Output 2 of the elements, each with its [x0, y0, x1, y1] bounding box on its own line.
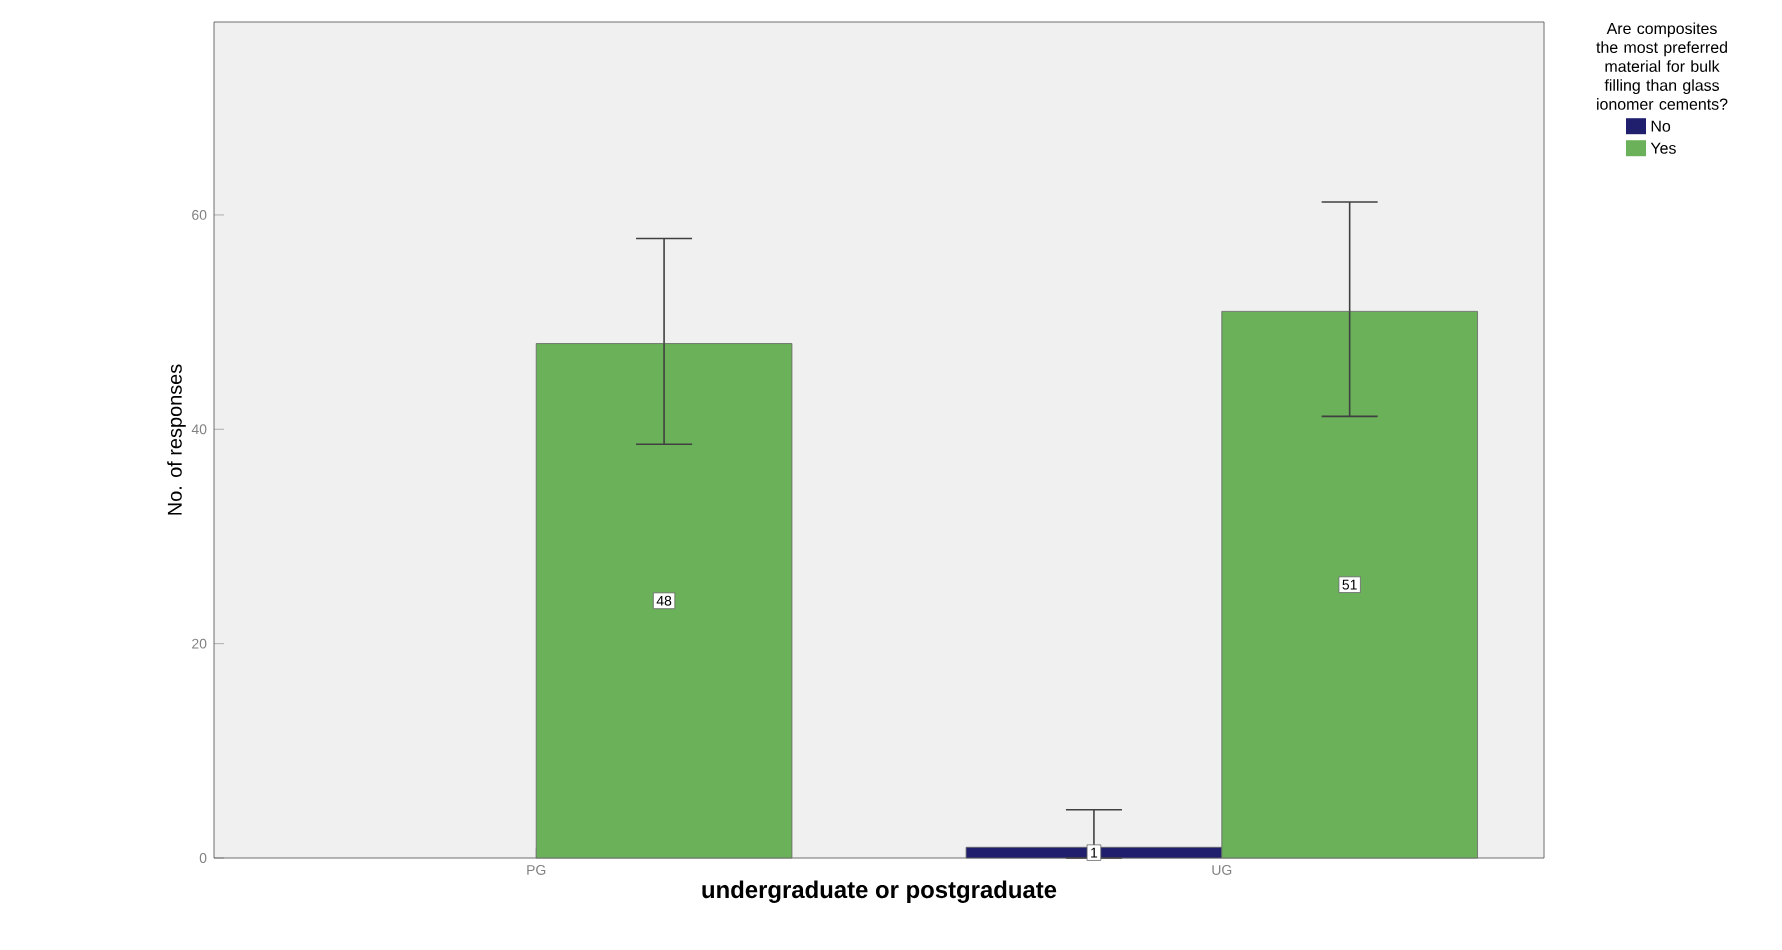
x-axis-title: undergraduate or postgraduate: [702, 880, 1057, 903]
y-axis-title: No. of responses: [167, 364, 186, 515]
